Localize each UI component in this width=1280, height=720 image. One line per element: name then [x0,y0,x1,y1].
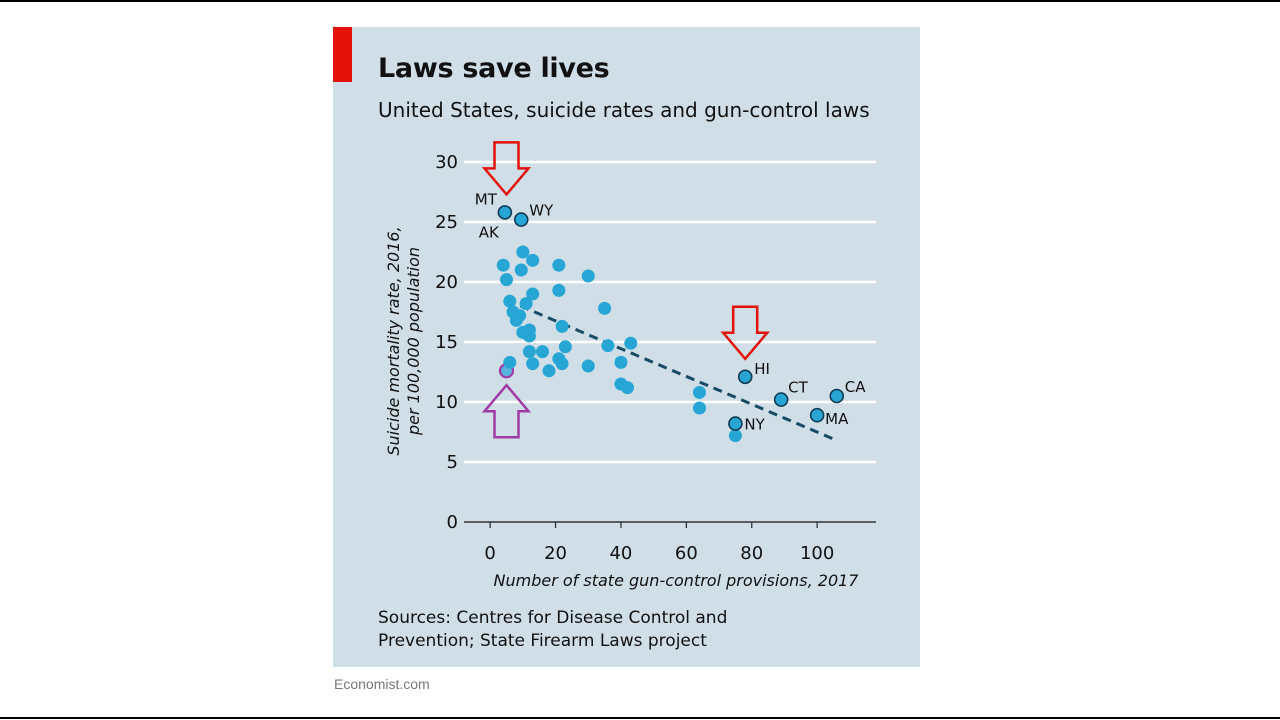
point-MA [809,407,825,423]
point-MT [497,205,513,220]
down-arrow-icon-0 [481,141,532,197]
point-labels: MT WY NY HI CT MA CA AK [475,190,866,433]
scatter-plot: 0 5 10 15 20 25 30 0 20 40 60 80 100 MT WY NY HI CT MA CA… [384,141,876,590]
x-tick-labels: 0 20 40 60 80 100 [484,522,834,564]
point-21 [552,258,566,272]
chart-title: Laws save lives [378,53,610,84]
point-24 [558,340,572,354]
x-axis-title: Number of state gun-control provisions, … [494,571,860,590]
label-WY: WY [529,202,554,220]
point-37 [728,429,742,443]
point-WY [513,212,529,227]
y-axis-title-line1: Suicide mortality rate, 2016, [384,226,403,455]
y-tick-5: 5 [447,452,458,473]
label-NY: NY [744,416,765,434]
x-tick-80: 80 [740,543,763,564]
point-30 [601,339,615,353]
point-8 [503,294,517,308]
x-tick-100: 100 [800,543,834,564]
down-arrow-icon-1 [720,305,770,361]
y-axis-title-line2: per 100,000 population [404,247,423,436]
label-HI: HI [754,360,770,378]
point-6 [516,245,530,259]
label-AK: AK [479,223,500,241]
y-tick-10: 10 [435,392,458,413]
point-CT [773,392,789,407]
point-15 [522,329,536,343]
y-tick-0: 0 [447,512,458,533]
point-35 [692,385,706,399]
sources-note: Sources: Centres for Disease Control and… [378,608,728,651]
point-CA [829,388,845,404]
up-arrow-icon-2 [481,383,532,439]
point-34 [624,336,638,350]
x-tick-0: 0 [484,543,495,564]
point-29 [598,301,612,315]
point-13 [519,297,533,311]
frame-top-line [0,0,1280,2]
point-20 [542,364,556,378]
trend-line [505,298,838,442]
point-33 [620,381,634,395]
point-7 [526,253,540,267]
red-tag-decoration [333,27,352,82]
x-tick-40: 40 [609,543,632,564]
point-16 [522,345,536,359]
point-4 [500,273,514,287]
y-axis-title: Suicide mortality rate, 2016, per 100,00… [384,226,423,455]
y-tick-labels: 0 5 10 15 20 25 30 [435,152,458,533]
y-tick-25: 25 [435,212,458,233]
label-CT: CT [788,379,808,397]
point-NY [728,416,743,431]
point-36 [692,401,706,415]
chart-subtitle: United States, suicide rates and gun-con… [378,98,870,122]
credit-text: Economist.com [334,676,430,692]
point-3 [496,258,510,272]
frame-bottom-line [0,717,1280,719]
y-tick-30: 30 [435,152,458,173]
point-HI [737,369,753,385]
data-points [496,205,845,443]
point-23 [555,319,569,333]
point-11 [513,309,527,323]
point-17 [526,287,540,301]
point-19 [535,345,549,359]
gridlines [464,160,876,523]
annotation-arrows [481,141,770,439]
label-MT: MT [475,190,498,208]
point-28 [581,359,595,373]
point-27 [581,269,595,283]
x-tick-60: 60 [675,543,698,564]
point-18 [526,357,540,371]
point-22 [552,283,566,297]
y-tick-20: 20 [435,272,458,293]
point-38 [503,355,517,369]
point-26 [555,357,569,371]
label-CA: CA [845,378,866,396]
point-31 [614,355,628,369]
chart-card: Laws save lives United States, suicide r… [333,27,920,667]
y-tick-15: 15 [435,332,458,353]
point-5 [514,263,528,277]
label-MA: MA [825,410,849,428]
x-tick-20: 20 [544,543,567,564]
